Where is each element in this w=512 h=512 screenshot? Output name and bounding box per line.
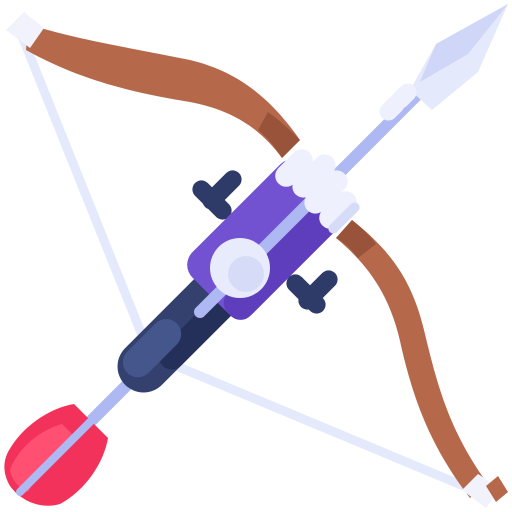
bow-tip-lower-cap [486,476,508,502]
sight-ring-inner [228,256,264,292]
arrow-head-shade [420,4,508,82]
stock-highlight [122,318,182,378]
bow-limb-lower-shade [336,220,376,258]
bow-limb-upper [26,24,300,158]
front-bindings [275,149,360,234]
bow-limb-upper-shade [258,112,300,158]
arrow-head-binding-2 [391,83,417,109]
knob-upper [192,170,242,220]
arrow-nock [16,404,108,496]
arrow-fletching-highlight [10,424,74,492]
bow-tip-upper [6,12,44,48]
knob-lower [286,270,338,314]
bow-limb-lower [336,220,488,498]
